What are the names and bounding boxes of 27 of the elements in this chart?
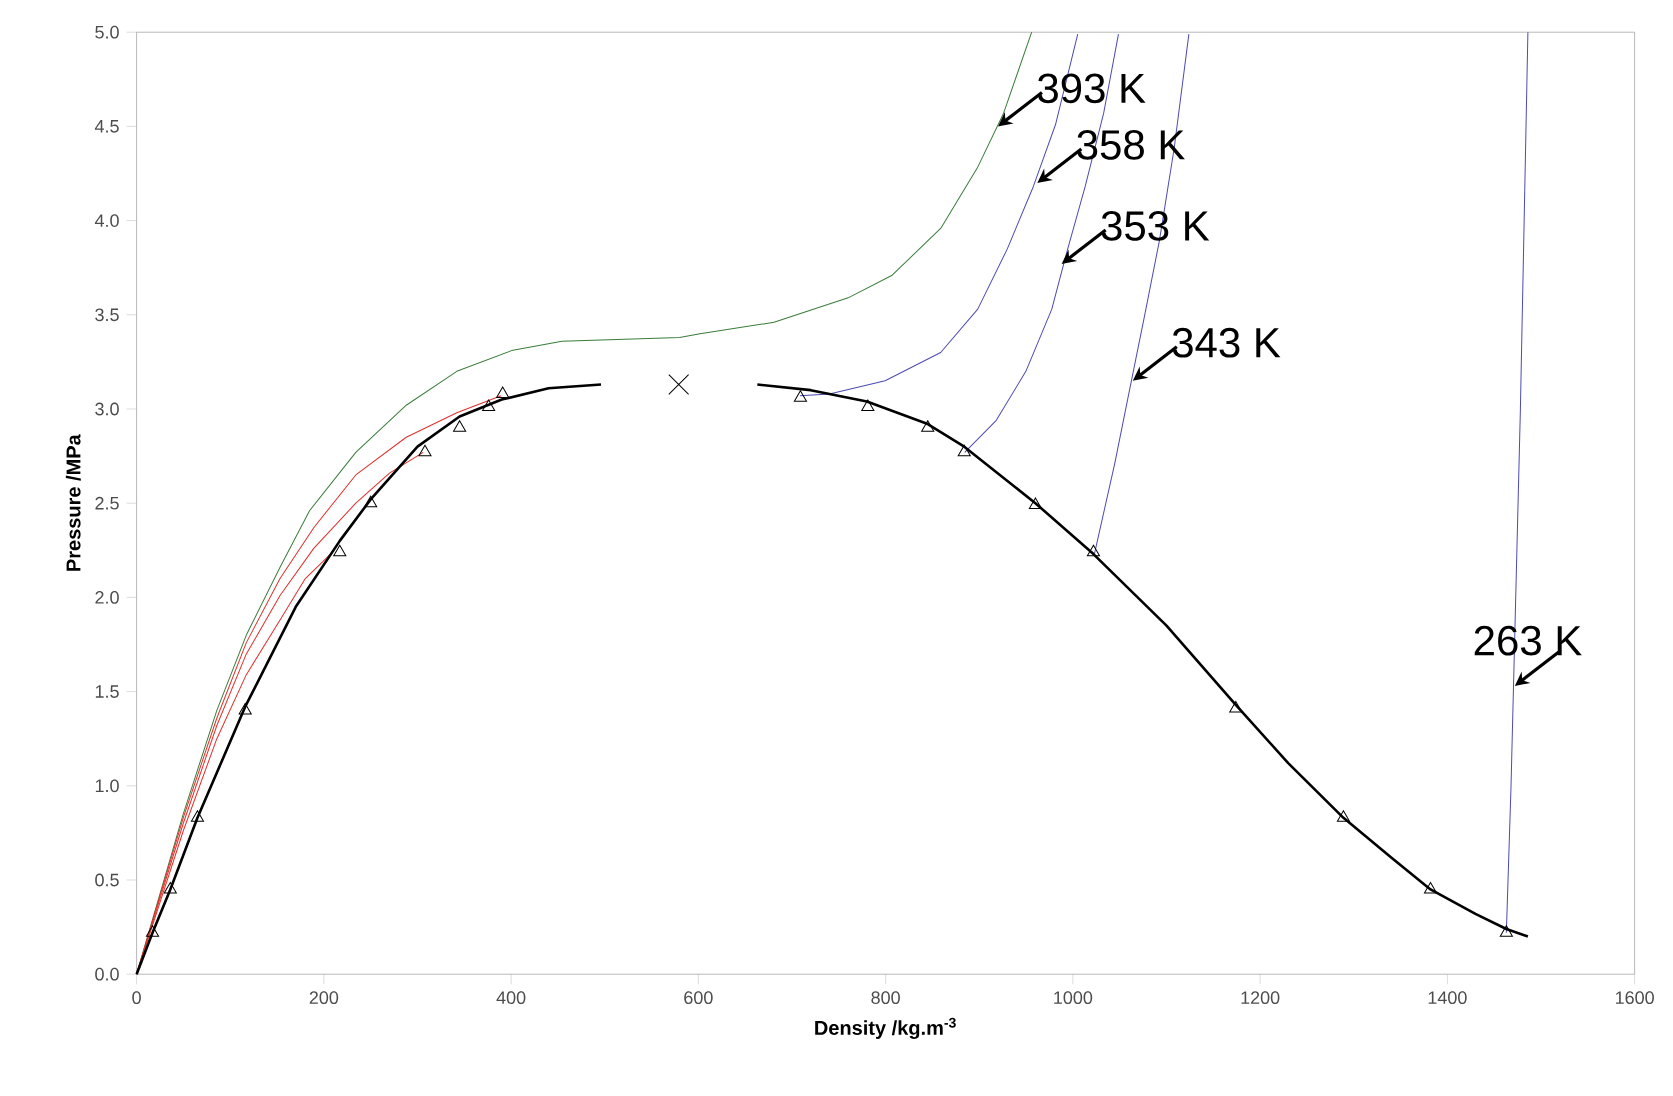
y-tick-label: 2.0 [95,591,119,604]
y-tick-label: 4.5 [94,120,119,133]
x-tick-label: 400 [496,991,526,1005]
y-tick-label: 1.5 [95,685,119,698]
y-axis-title: Pressure /MPa [65,434,81,571]
x-tick-label: 1000 [1054,991,1093,1005]
x-tick-label: 1200 [1241,991,1280,1005]
x-tick-label: 1600 [1615,991,1654,1005]
y-tick-label: 3.5 [95,308,119,322]
annotation: 343 K [1172,327,1281,358]
annotation: 393 K [1037,73,1146,104]
annotation: 358 K [1077,130,1185,160]
x-axis-title: Density /kg.m$^{-3}$ [815,1017,956,1040]
annotation: 263 K [1474,625,1582,656]
y-tick-label: 1.0 [95,779,119,793]
x-tick-label: 800 [871,991,900,1005]
x-tick-label: 1400 [1428,991,1467,1005]
y-tick-label: 2.5 [95,496,119,510]
annotation: 353 K [1101,211,1210,241]
y-tick-label: 0.5 [95,873,119,887]
y-tick-label: 4.0 [94,214,119,227]
y-tick-label: 5.0 [95,25,119,39]
x-tick-label: 0 [132,991,141,1005]
y-tick-label: 3.0 [95,402,119,416]
y-tick-label: 0.0 [95,967,119,981]
x-tick-label: 600 [684,991,713,1005]
x-tick-label: 200 [309,991,339,1005]
